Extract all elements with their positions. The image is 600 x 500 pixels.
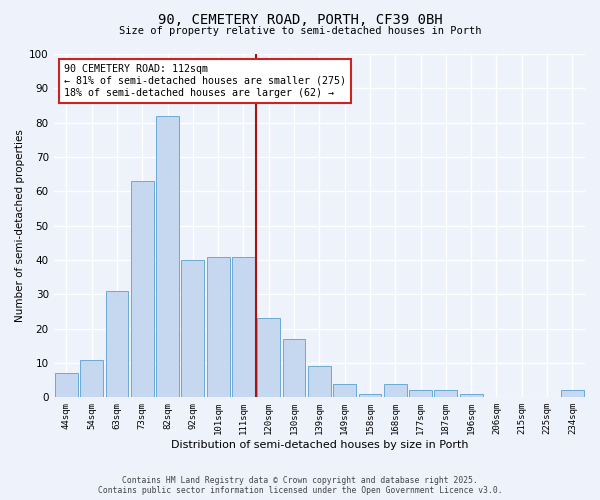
Bar xyxy=(131,181,154,398)
Bar xyxy=(106,291,128,398)
Bar xyxy=(434,390,457,398)
Bar xyxy=(460,394,482,398)
Bar xyxy=(333,384,356,398)
Text: Size of property relative to semi-detached houses in Porth: Size of property relative to semi-detach… xyxy=(119,26,481,36)
Bar xyxy=(308,366,331,398)
X-axis label: Distribution of semi-detached houses by size in Porth: Distribution of semi-detached houses by … xyxy=(170,440,468,450)
Text: 90 CEMETERY ROAD: 112sqm
← 81% of semi-detached houses are smaller (275)
18% of : 90 CEMETERY ROAD: 112sqm ← 81% of semi-d… xyxy=(64,64,346,98)
Bar xyxy=(207,256,230,398)
Bar xyxy=(283,339,305,398)
Bar xyxy=(156,116,179,398)
Bar xyxy=(257,318,280,398)
Bar xyxy=(55,374,77,398)
Bar xyxy=(409,390,432,398)
Bar xyxy=(181,260,204,398)
Text: Contains HM Land Registry data © Crown copyright and database right 2025.
Contai: Contains HM Land Registry data © Crown c… xyxy=(98,476,502,495)
Text: 90, CEMETERY ROAD, PORTH, CF39 0BH: 90, CEMETERY ROAD, PORTH, CF39 0BH xyxy=(158,12,442,26)
Bar xyxy=(561,390,584,398)
Bar xyxy=(80,360,103,398)
Bar xyxy=(384,384,407,398)
Y-axis label: Number of semi-detached properties: Number of semi-detached properties xyxy=(15,129,25,322)
Bar xyxy=(232,256,255,398)
Bar xyxy=(359,394,382,398)
